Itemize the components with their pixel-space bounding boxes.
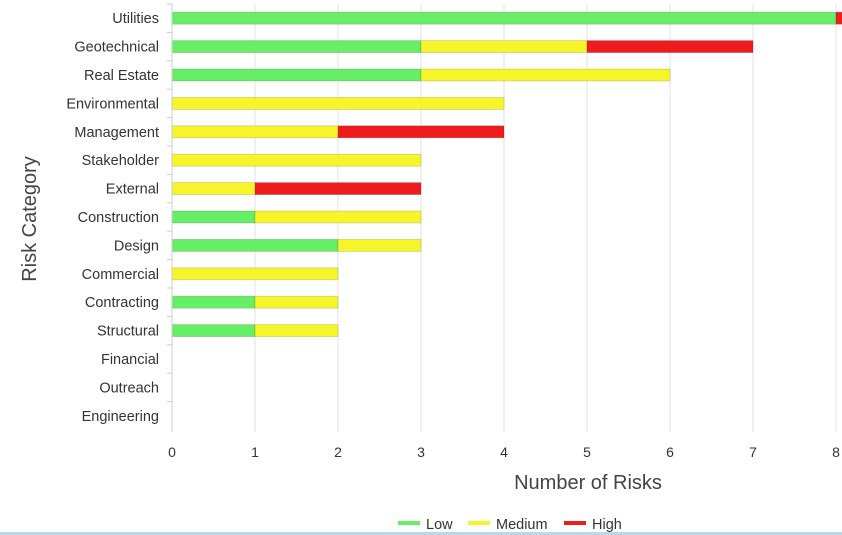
- y-axis-title: Risk Category: [19, 156, 41, 282]
- x-tick-label: 3: [417, 444, 425, 460]
- bar-medium[interactable]: [254, 210, 422, 224]
- x-tick-label: 2: [334, 444, 342, 460]
- y-tick-label: Engineering: [82, 409, 159, 425]
- bar-medium[interactable]: [420, 68, 671, 82]
- y-tick-label: Geotechnical: [74, 40, 159, 56]
- y-tick-label: Management: [74, 125, 159, 141]
- legend-swatch-medium: [468, 521, 490, 525]
- bar-low[interactable]: [171, 324, 256, 337]
- bars: [171, 11, 842, 337]
- legend-swatch-low: [398, 521, 420, 525]
- bar-medium[interactable]: [171, 267, 339, 281]
- y-tick-label: Utilities: [112, 11, 159, 27]
- y-tick-label: External: [106, 182, 159, 198]
- legend-label-low[interactable]: Low: [426, 517, 453, 533]
- x-tick-label: 6: [666, 444, 674, 460]
- bar-medium[interactable]: [254, 295, 339, 309]
- y-tick-label: Commercial: [82, 267, 159, 283]
- bar-medium[interactable]: [171, 153, 422, 167]
- bar-low[interactable]: [171, 295, 256, 309]
- bar-high[interactable]: [254, 182, 422, 195]
- y-tick-label: Environmental: [66, 96, 159, 112]
- legend-label-medium[interactable]: Medium: [496, 517, 548, 533]
- bar-high[interactable]: [586, 40, 754, 53]
- x-tick-label: 1: [251, 444, 259, 460]
- x-tick-label: 5: [583, 444, 591, 460]
- x-axis-title: Number of Risks: [514, 472, 662, 494]
- bar-low[interactable]: [171, 68, 422, 82]
- legend-swatch-high: [564, 521, 586, 525]
- bar-high[interactable]: [337, 125, 505, 139]
- y-tick-label: Structural: [97, 324, 159, 340]
- bar-medium[interactable]: [337, 239, 422, 252]
- bar-low[interactable]: [171, 210, 256, 224]
- x-tick-label: 0: [168, 444, 176, 460]
- x-tick-label: 7: [749, 444, 757, 460]
- bar-medium[interactable]: [171, 125, 339, 139]
- bar-medium[interactable]: [420, 40, 588, 53]
- y-tick-label: Real Estate: [84, 68, 159, 84]
- x-tick-label: 8: [832, 444, 840, 460]
- y-tick-label: Construction: [78, 210, 159, 226]
- y-tick-label: Contracting: [85, 295, 159, 311]
- y-tick-label: Outreach: [99, 380, 159, 396]
- y-tick-label: Financial: [101, 352, 159, 368]
- bar-medium[interactable]: [171, 182, 256, 195]
- bar-low[interactable]: [171, 11, 837, 25]
- bar-high[interactable]: [835, 11, 842, 25]
- bar-medium[interactable]: [254, 324, 339, 337]
- y-tick-label: Design: [114, 238, 159, 254]
- x-tick-label: 4: [500, 444, 508, 460]
- bar-medium[interactable]: [171, 97, 505, 110]
- legend: Low Medium High: [398, 517, 622, 533]
- bar-low[interactable]: [171, 239, 339, 252]
- bar-low[interactable]: [171, 40, 422, 53]
- legend-label-high[interactable]: High: [592, 517, 622, 533]
- y-tick-labels: Utilities Geotechnical Real Estate Environm…: [66, 3, 172, 425]
- bottom-border: [0, 532, 842, 535]
- x-tick-labels: 0 1 2 3 4 5 6 7 8: [168, 444, 840, 460]
- y-tick-label: Stakeholder: [82, 153, 160, 169]
